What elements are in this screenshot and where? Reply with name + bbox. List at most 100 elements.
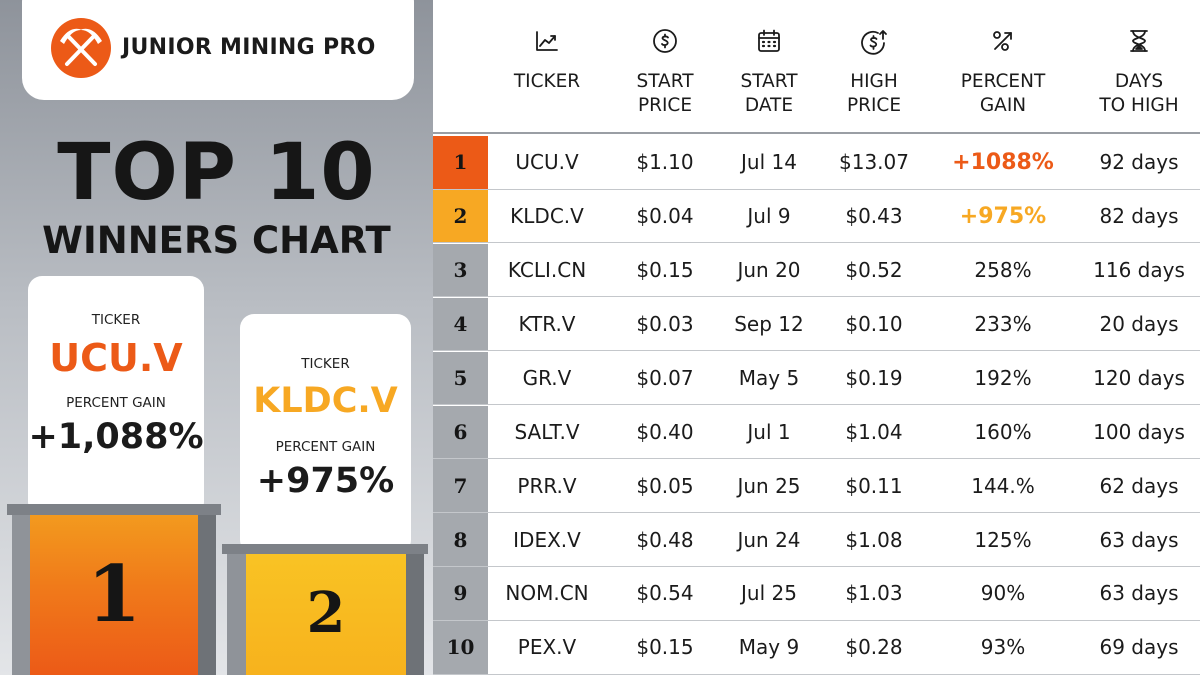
days-to-high-cell: 116 days [1093,258,1185,283]
dollar-circle-icon [653,29,677,53]
ticker-cell: UCU.V [515,150,579,175]
column-header-label: DAYS TO HIGH [1099,71,1179,116]
days-to-high-cell: 62 days [1099,473,1179,498]
ticker-cell: IDEX.V [513,527,581,552]
column-header-label: TICKER [513,71,581,92]
percent-gain-cell: 233% [974,311,1032,336]
table-row: 1 UCU.V $1.10 Jul 14 $13.07 +1088% 92 days [433,136,1200,190]
start-date-cell: Sep 12 [734,311,804,336]
days-to-high-cell: 100 days [1093,419,1185,444]
podium-1-cap [7,504,221,515]
percent-gain-cell: 192% [974,365,1032,390]
table-row: 8 IDEX.V $0.48 Jun 24 $1.08 125% 63 days [433,513,1200,567]
table-header: TICKER START PRICE START DATE HIGH PRICE… [433,0,1200,134]
start-date-cell: May 9 [738,635,800,660]
ticker-cell: PRR.V [517,473,577,498]
rank-cell: 6 [433,405,488,459]
start-price-cell: $0.05 [636,473,694,498]
start-price-cell: $0.15 [636,635,694,660]
high-price-cell: $1.04 [845,419,903,444]
brand-name: JUNIOR MINING PRO [122,35,376,60]
winner-gain-label: PERCENT GAIN [275,439,376,455]
percent-arrow-icon [993,31,1012,51]
winner-card-2: TICKER KLDC.V PERCENT GAIN +975% [240,314,411,554]
rank-cell: 5 [433,351,488,405]
start-date-cell: Jul 25 [741,581,797,606]
high-price-cell: $0.52 [845,258,903,283]
rank-cell: 1 [433,136,488,189]
podium-1-place: 1 [30,515,198,675]
days-to-high-cell: 20 days [1099,311,1179,336]
rank-cell: 2 [433,189,488,243]
start-price-cell: $0.04 [636,204,694,229]
podium-2-place: 2 [246,554,406,675]
start-price-cell: $0.40 [636,419,694,444]
days-to-high-cell: 82 days [1099,204,1179,229]
table-row: 9 NOM.CN $0.54 Jul 25 $1.03 90% 63 days [433,567,1200,621]
start-price-cell: $0.48 [636,527,694,552]
rank-cell: 3 [433,243,488,297]
ticker-cell: NOM.CN [505,581,589,606]
rank-cell: 4 [433,297,488,351]
days-to-high-cell: 120 days [1093,365,1185,390]
ticker-cell: KCLI.CN [507,258,587,283]
line-chart-icon [536,31,558,51]
headline-title: TOP 10 [57,128,376,218]
high-price-cell: $0.19 [845,365,903,390]
percent-gain-cell: +975% [959,203,1047,229]
percent-gain-cell: 160% [974,419,1032,444]
winner-ticker-label: TICKER [91,312,141,328]
ticker-cell: SALT.V [514,419,580,444]
calendar-icon [758,29,780,52]
table-row: 6 SALT.V $0.40 Jul 1 $1.04 160% 100 days [433,405,1200,460]
winner-card-1: TICKER UCU.V PERCENT GAIN +1,088% [28,276,204,516]
days-to-high-cell: 69 days [1099,635,1179,660]
start-price-cell: $0.03 [636,311,694,336]
logo-card: JUNIOR MINING PRO [22,0,414,100]
podium-2-cap [222,544,428,554]
percent-gain-cell: 90% [980,581,1026,606]
column-header-label: HIGH PRICE [846,71,902,116]
column-header-label: START DATE [740,71,798,116]
start-date-cell: Jul 9 [747,204,791,229]
high-price-cell: $13.07 [839,150,909,175]
percent-gain-cell: 144.% [971,473,1035,498]
days-to-high-cell: 63 days [1099,527,1179,552]
percent-gain-cell: 125% [974,527,1032,552]
rank-cell: 7 [433,459,488,512]
table-row: 7 PRR.V $0.05 Jun 25 $0.11 144.% 62 days [433,459,1200,513]
column-header-label: PERCENT GAIN [960,71,1046,116]
podium-2-right-post [406,554,424,675]
headline-subtitle: WINNERS CHART [42,219,391,262]
winner-ticker: KLDC.V [253,381,398,421]
start-price-cell: $0.15 [636,258,694,283]
start-date-cell: Jun 20 [737,258,801,283]
high-price-cell: $0.28 [845,635,903,660]
high-price-cell: $1.03 [845,581,903,606]
table-row: 2 KLDC.V $0.04 Jul 9 $0.43 +975% 82 days [433,189,1200,244]
ticker-cell: GR.V [522,365,572,390]
hourglass-icon [1130,30,1148,52]
ticker-cell: KLDC.V [510,204,584,229]
start-date-cell: May 5 [738,365,800,390]
winner-ticker: UCU.V [49,336,183,380]
start-price-cell: $1.10 [636,150,694,175]
dollar-up-arrow-icon [861,30,887,55]
winner-gain: +1,088% [28,417,204,457]
table-row: 10 PEX.V $0.15 May 9 $0.28 93% 69 days [433,621,1200,675]
winner-ticker-label: TICKER [301,356,350,372]
start-price-cell: $0.54 [636,581,694,606]
ticker-cell: PEX.V [517,635,577,660]
crossed-pickaxe-icon [51,18,111,78]
percent-gain-cell: 93% [980,635,1026,660]
table-row: 3 KCLI.CN $0.15 Jun 20 $0.52 258% 116 days [433,243,1200,298]
podium-1-left-post [12,515,30,675]
podium-2-left-post [227,554,246,675]
percent-gain-cell: +1088% [952,149,1054,175]
days-to-high-cell: 92 days [1099,150,1179,175]
rank-cell: 9 [433,567,488,620]
percent-gain-cell: 258% [974,258,1032,283]
winners-table: TICKER START PRICE START DATE HIGH PRICE… [433,0,1200,675]
left-panel: JUNIOR MINING PRO TOP 10 WINNERS CHART T… [0,0,433,675]
winner-gain-label: PERCENT GAIN [66,395,166,411]
